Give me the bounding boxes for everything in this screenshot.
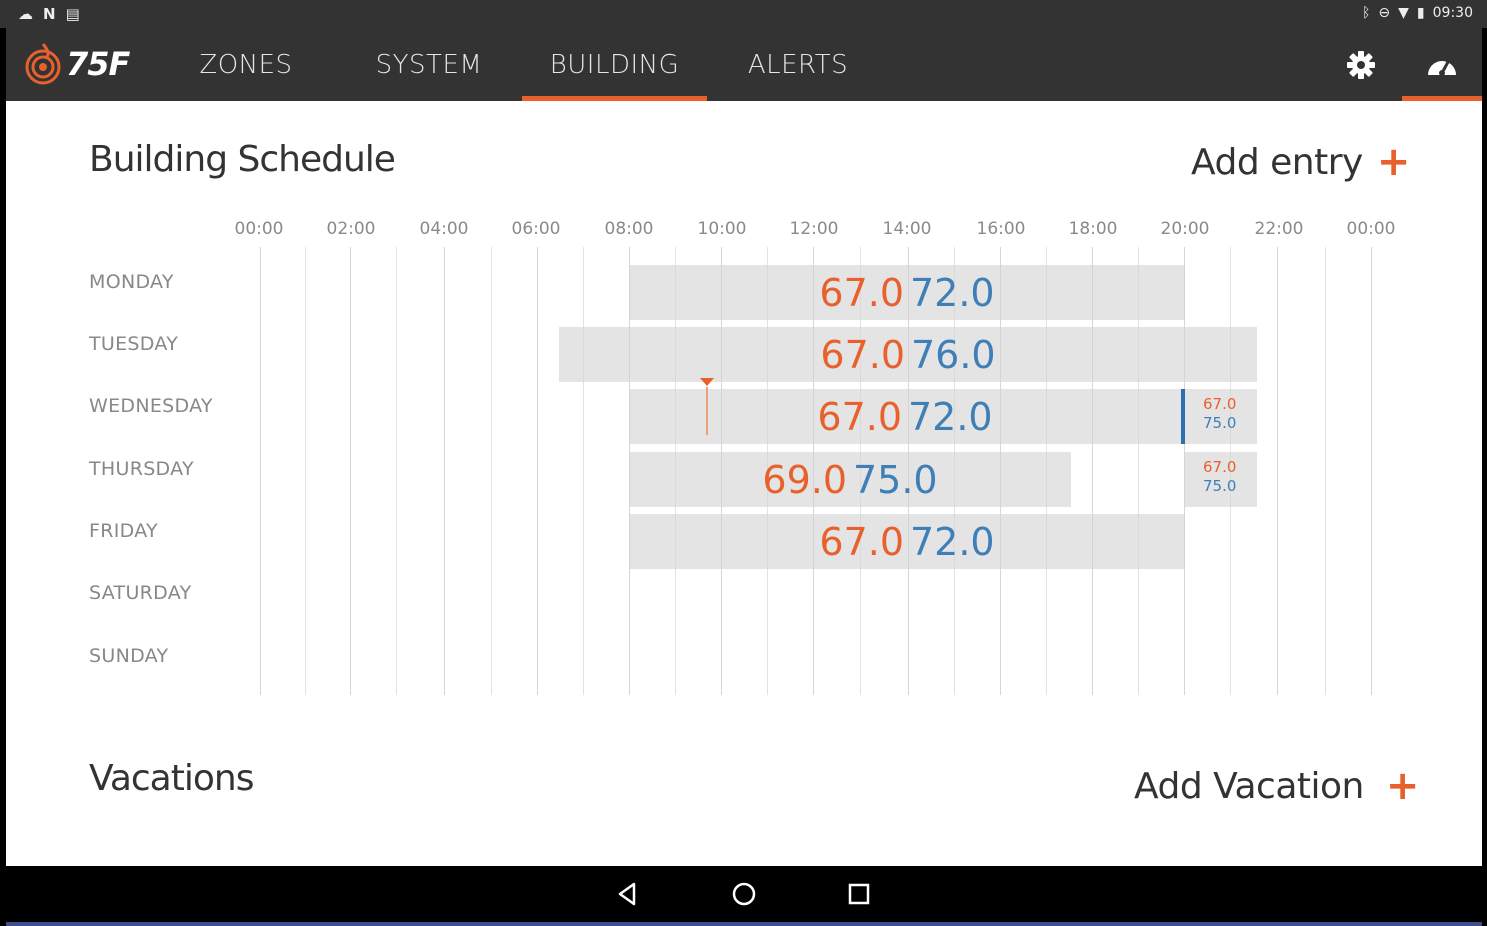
schedule-entry-thursday-evening[interactable]: 67.0 75.0 — [1185, 452, 1257, 507]
cool-setpoint: 76.0 — [911, 332, 996, 377]
hour-label: 06:00 — [511, 219, 561, 239]
heat-setpoint: 67.0 — [817, 394, 902, 439]
plus-icon: + — [1376, 139, 1411, 185]
hour-label: 16:00 — [976, 219, 1026, 239]
hour-label: 14:00 — [882, 219, 932, 239]
tab-building[interactable]: BUILDING — [522, 28, 707, 101]
grid-line — [1277, 247, 1278, 695]
day-label-monday: MONDAY — [89, 271, 174, 293]
hour-label: 12:00 — [789, 219, 839, 239]
speedometer-icon — [1428, 60, 1456, 76]
hour-label: 02:00 — [326, 219, 376, 239]
grid-line — [396, 247, 397, 695]
status-bar: ☁ N ▤ ᛒ ⊖ ▼ ▮ 09:30 — [0, 0, 1487, 28]
tab-alerts[interactable]: ALERTS — [747, 49, 849, 80]
heat-setpoint: 67.0 — [1203, 395, 1237, 413]
back-button[interactable] — [614, 880, 642, 913]
heat-setpoint: 67.0 — [820, 332, 905, 377]
recents-icon — [848, 883, 870, 905]
day-label-friday: FRIDAY — [89, 520, 158, 542]
status-left-icons: ☁ N ▤ — [18, 5, 80, 23]
schedule-entry-thursday[interactable]: 69.0 75.0 — [629, 452, 1071, 507]
grid-line — [491, 247, 492, 695]
heat-setpoint: 69.0 — [762, 457, 847, 502]
add-entry-button[interactable]: Add entry + — [1191, 139, 1410, 185]
bottom-edge — [6, 922, 1482, 926]
bluetooth-icon: ᛒ — [1362, 5, 1371, 21]
grid-line — [350, 247, 351, 695]
wifi-icon: ▼ — [1398, 5, 1409, 21]
grid-line — [537, 247, 538, 695]
grid-line — [1184, 247, 1185, 695]
grid-line — [583, 247, 584, 695]
day-label-saturday: SATURDAY — [89, 582, 192, 604]
cool-setpoint: 72.0 — [910, 519, 995, 564]
building-content: Building Schedule Add entry + 00:00 02:0… — [6, 101, 1482, 866]
gear-icon — [1347, 50, 1375, 79]
add-entry-label: Add entry — [1191, 141, 1363, 183]
cool-setpoint: 75.0 — [853, 457, 938, 502]
cool-setpoint: 72.0 — [908, 394, 993, 439]
system-nav-bar — [6, 866, 1482, 922]
heat-setpoint: 67.0 — [1203, 458, 1237, 476]
hour-label: 08:00 — [604, 219, 654, 239]
grid-line — [305, 247, 306, 695]
plus-icon: + — [1385, 763, 1420, 809]
home-icon — [732, 882, 756, 906]
day-label-thursday: THURSDAY — [89, 458, 194, 480]
recents-button[interactable] — [845, 880, 873, 913]
schedule-entry-wednesday[interactable]: 67.0 72.0 — [629, 389, 1181, 444]
back-icon — [618, 882, 636, 906]
home-button[interactable] — [730, 880, 758, 913]
hour-label: 00:00 — [1346, 219, 1396, 239]
flame-logo-icon — [25, 43, 61, 85]
hour-label: 18:00 — [1068, 219, 1118, 239]
cool-setpoint: 75.0 — [1203, 414, 1237, 432]
hour-label: 10:00 — [697, 219, 747, 239]
schedule-entry-friday[interactable]: 67.0 72.0 — [629, 514, 1185, 569]
schedule-entry-tuesday[interactable]: 67.0 76.0 — [559, 327, 1257, 382]
grid-line — [444, 247, 445, 695]
cool-setpoint: 75.0 — [1203, 477, 1237, 495]
clipboard-icon: ▤ — [65, 5, 80, 23]
schedule-title: Building Schedule — [89, 139, 396, 180]
app-bar: 75F ZONES SYSTEM BUILDING ALERTS — [6, 28, 1482, 101]
add-vacation-button[interactable]: Add Vacation + — [1134, 763, 1419, 809]
day-label-sunday: SUNDAY — [89, 645, 169, 667]
heat-setpoint: 67.0 — [819, 519, 904, 564]
grid-line — [1138, 247, 1139, 695]
day-label-tuesday: TUESDAY — [89, 333, 179, 355]
n-icon: N — [43, 5, 56, 23]
grid-line — [260, 247, 261, 695]
day-label-wednesday: WEDNESDAY — [89, 395, 213, 417]
settings-button[interactable] — [1326, 28, 1396, 101]
add-vacation-label: Add Vacation — [1134, 765, 1364, 807]
battery-icon: ▮ — [1416, 5, 1425, 21]
tab-zones[interactable]: ZONES — [199, 49, 293, 80]
current-time-marker-icon — [700, 378, 714, 435]
schedule-entry-monday[interactable]: 67.0 72.0 — [629, 265, 1185, 320]
status-time: 09:30 — [1432, 5, 1473, 21]
dashboard-button[interactable] — [1402, 28, 1482, 101]
grid-line — [1092, 247, 1093, 695]
cool-setpoint: 72.0 — [910, 270, 995, 315]
vacations-title: Vacations — [89, 758, 254, 799]
hour-label: 04:00 — [419, 219, 469, 239]
hour-label: 00:00 — [234, 219, 284, 239]
tab-system[interactable]: SYSTEM — [375, 49, 483, 80]
app-logo: 75F — [24, 42, 130, 86]
hour-label: 22:00 — [1254, 219, 1304, 239]
heat-setpoint: 67.0 — [819, 270, 904, 315]
status-right-icons: ᛒ ⊖ ▼ ▮ 09:30 — [1362, 5, 1473, 21]
schedule-entry-wednesday-evening[interactable]: 67.0 75.0 — [1181, 389, 1257, 444]
do-not-disturb-icon: ⊖ — [1378, 5, 1391, 21]
grid-line — [1371, 247, 1372, 695]
grid-line — [1325, 247, 1326, 695]
cloud-icon: ☁ — [18, 5, 33, 23]
hour-label: 20:00 — [1160, 219, 1210, 239]
logo-text: 75F — [66, 45, 130, 83]
